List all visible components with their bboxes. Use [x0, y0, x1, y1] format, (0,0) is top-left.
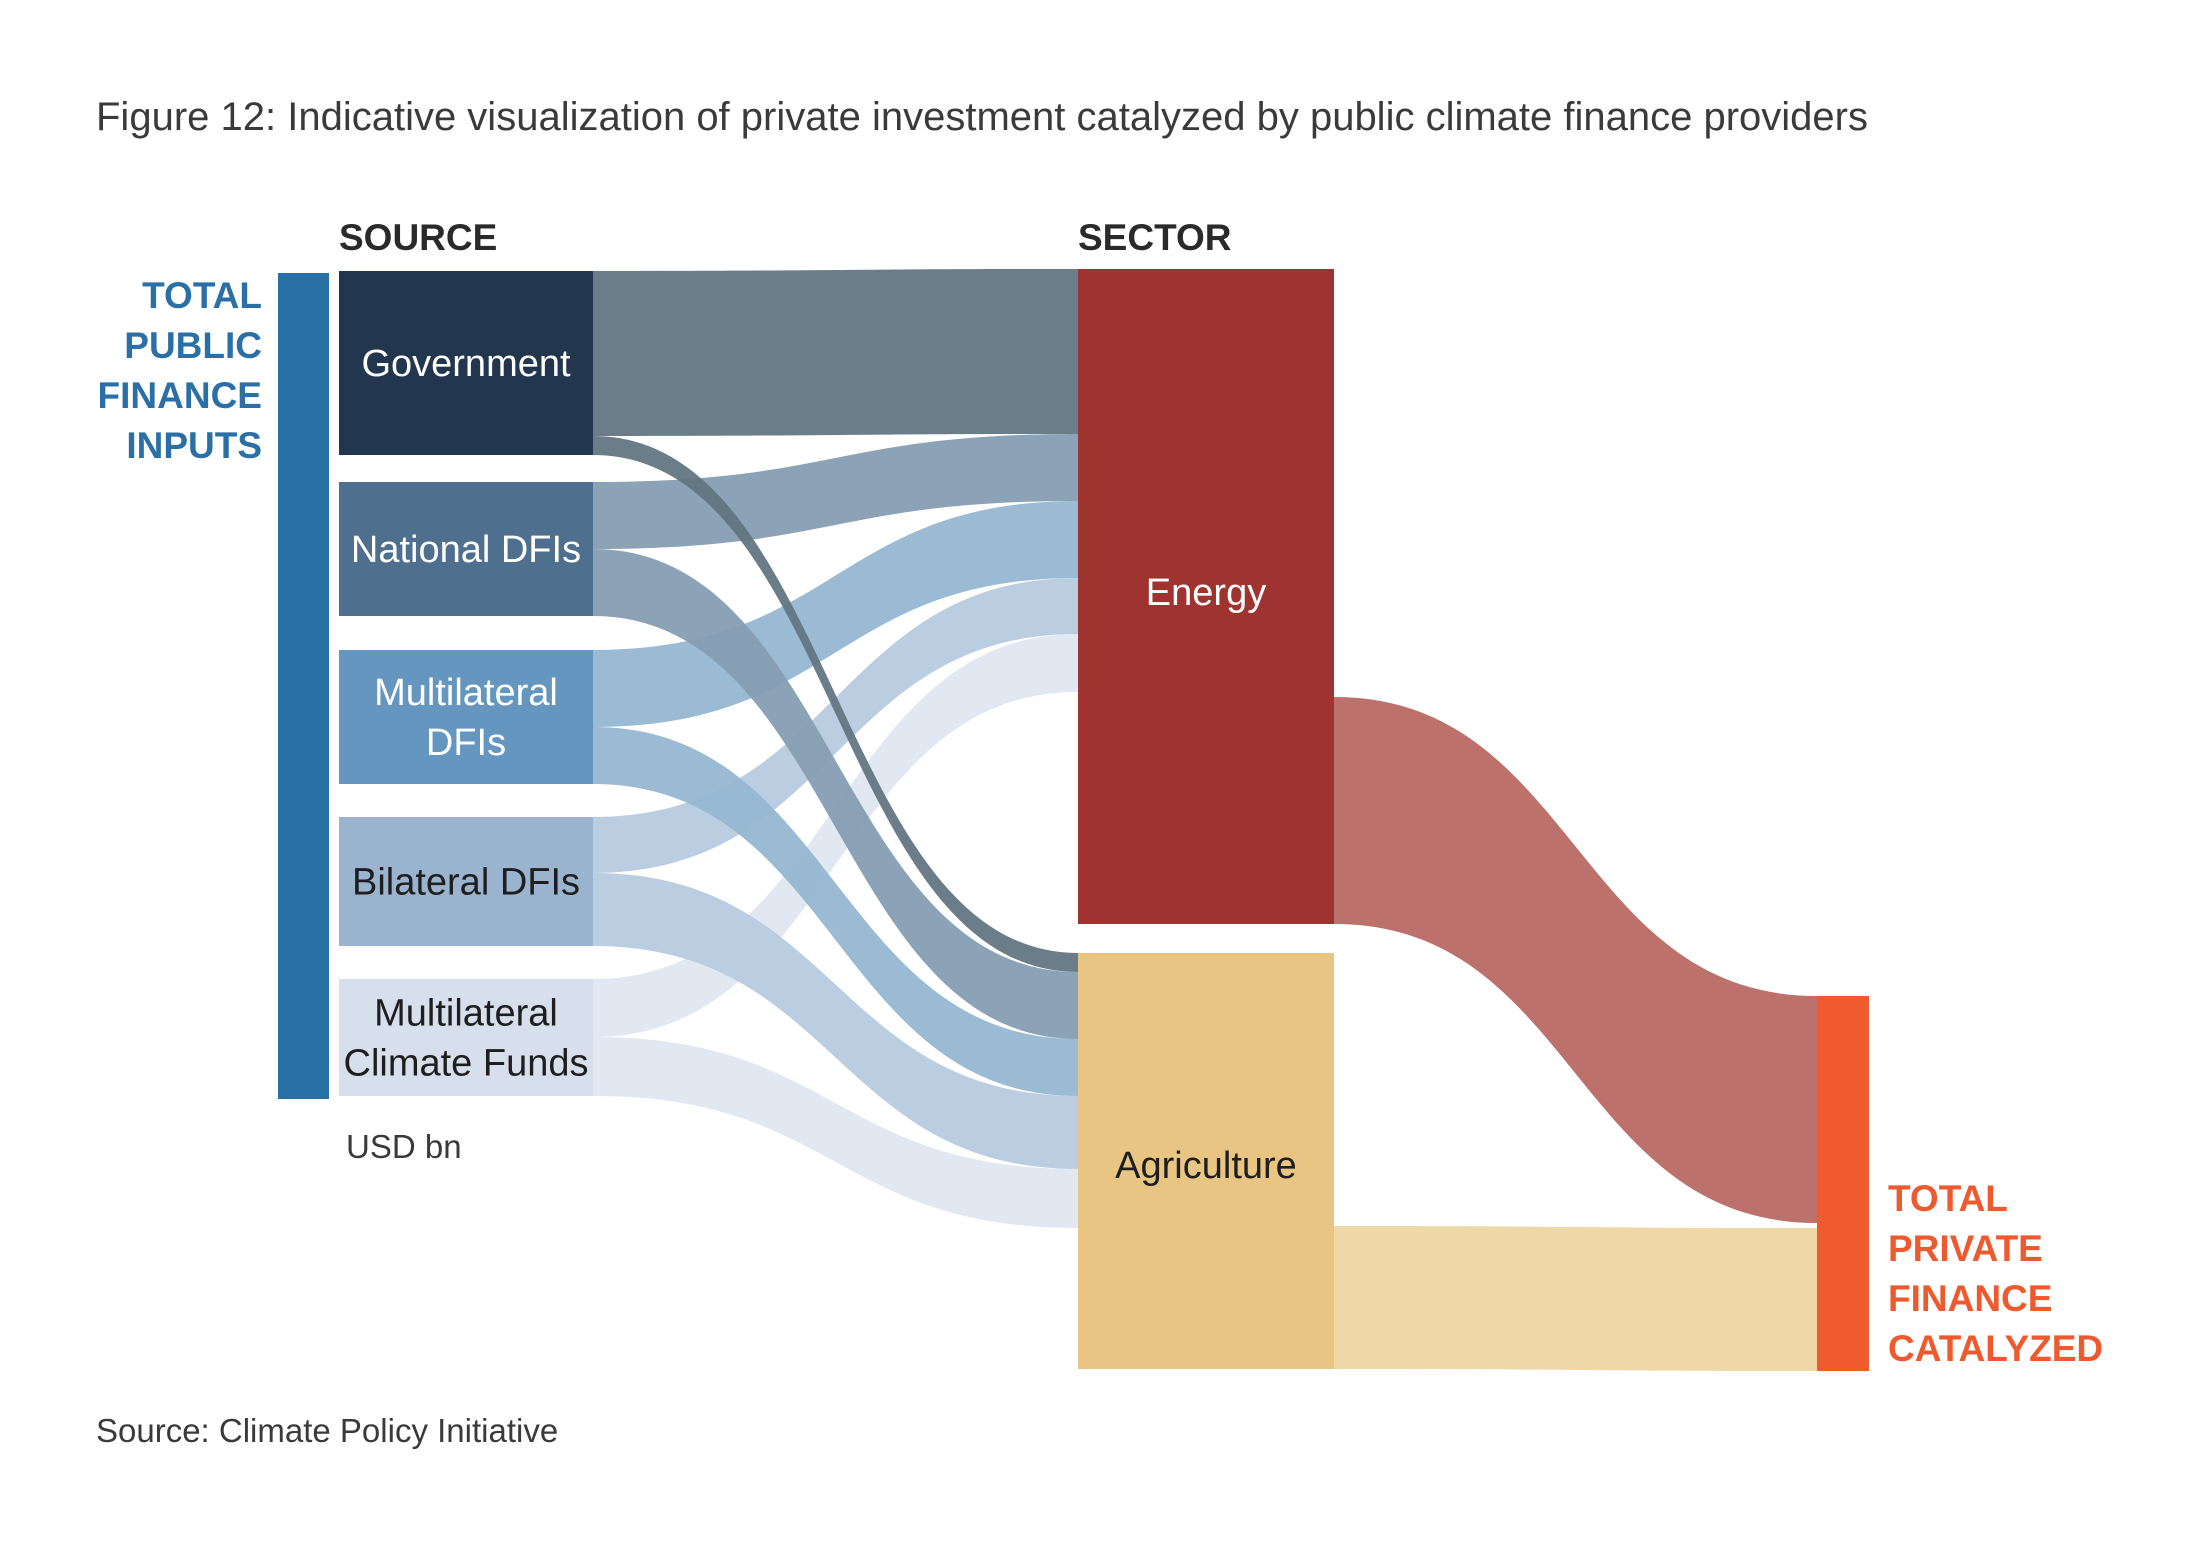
source-label-mul: Multilateral	[374, 672, 558, 714]
chart-title: Figure 12: Indicative visualization of p…	[96, 95, 1868, 139]
private-label-line: PRIVATE	[1888, 1228, 2043, 1269]
source-node-bil	[339, 817, 593, 946]
sector-node-energy	[1078, 269, 1334, 924]
source-node-mcf	[339, 979, 593, 1096]
public-label-line: PUBLIC	[124, 325, 262, 366]
sector-label-energy: Energy	[1146, 572, 1266, 614]
unit-label: USD bn	[346, 1128, 462, 1165]
nodes: Government National DFIs Multilateral DFIs B…	[278, 269, 1869, 1371]
flow-energy-to-private	[1334, 697, 1817, 1223]
flow-bil-to-agri	[593, 873, 1078, 1169]
source-label-nat: National DFIs	[351, 529, 581, 571]
source-label-mcf: Climate Funds	[344, 1043, 589, 1085]
source-label-mcf: Multilateral	[374, 993, 558, 1035]
flow-gov-to-energy	[593, 269, 1078, 436]
source-label-mul: DFIs	[426, 722, 506, 764]
sector-node-agri	[1078, 953, 1334, 1369]
public-label-line: TOTAL	[142, 275, 262, 316]
sector-header: SECTOR	[1078, 217, 1232, 258]
flow-gov-to-agri	[593, 436, 1078, 972]
source-node-gov	[339, 271, 593, 455]
source-node-mul	[339, 650, 593, 784]
source-label-bil: Bilateral DFIs	[352, 862, 580, 904]
flow-mul-to-energy	[593, 501, 1078, 727]
flows	[593, 269, 1817, 1371]
private-label-line: FINANCE	[1888, 1278, 2052, 1319]
source-header: SOURCE	[339, 217, 497, 258]
flow-nat-to-energy	[593, 434, 1078, 549]
total-public-bar	[278, 273, 329, 1099]
source-node-nat	[339, 482, 593, 616]
total-private-bar	[1817, 996, 1869, 1371]
total-private-finance-label: TOTAL PRIVATE FINANCE CATALYZED	[1888, 1178, 2103, 1369]
flow-mul-to-agri	[593, 727, 1078, 1096]
source-note: Source: Climate Policy Initiative	[96, 1412, 558, 1449]
private-label-line: TOTAL	[1888, 1178, 2008, 1219]
flow-nat-to-agri	[593, 549, 1078, 1039]
flow-mcf-to-energy	[593, 634, 1078, 1037]
public-label-line: FINANCE	[98, 375, 262, 416]
source-label-gov: Government	[361, 343, 571, 385]
total-public-finance-label: TOTAL PUBLIC FINANCE INPUTS	[98, 275, 262, 466]
flow-agri-to-private	[1334, 1226, 1817, 1371]
sector-label-agri: Agriculture	[1115, 1145, 1297, 1187]
private-label-line: CATALYZED	[1888, 1328, 2103, 1369]
public-label-line: INPUTS	[126, 425, 262, 466]
flow-mcf-to-agri	[593, 1037, 1078, 1228]
